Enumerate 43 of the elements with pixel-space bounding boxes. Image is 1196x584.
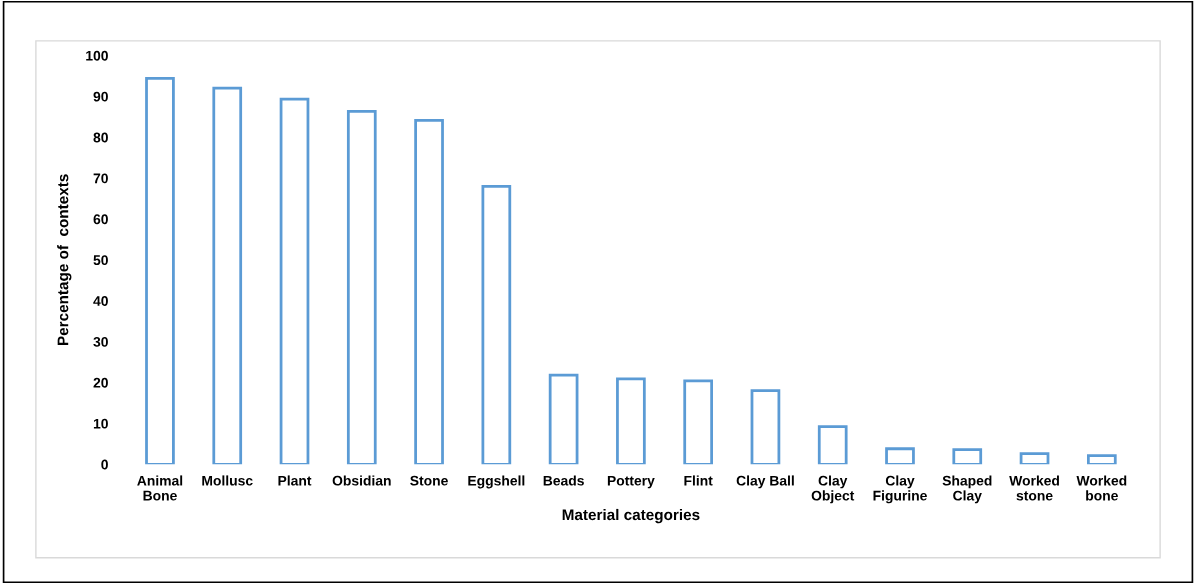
x-tick-label: Beads	[543, 475, 584, 486]
y-tick-label: 90	[93, 91, 108, 102]
y-tick-label: 0	[101, 459, 108, 470]
x-tick-label: Worked bone	[1076, 475, 1127, 501]
x-tick-label: Flint	[684, 475, 713, 486]
y-tick-label: 70	[93, 173, 108, 184]
x-tick-label: Pottery	[607, 475, 655, 489]
bar	[548, 373, 579, 465]
bar	[952, 448, 983, 465]
x-tick-label: Animal Bone	[137, 475, 183, 501]
bar	[885, 447, 915, 465]
bar	[750, 389, 781, 465]
y-tick-label: 60	[93, 214, 108, 225]
bar	[481, 184, 512, 465]
x-tick-label: Obsidian	[332, 475, 391, 486]
x-tick-label: Worked stone	[1009, 475, 1059, 501]
y-tick-label: 50	[93, 255, 108, 266]
y-tick-label: 10	[93, 418, 108, 429]
bar	[279, 97, 310, 465]
y-tick-label: 30	[93, 336, 108, 347]
y-axis-title: Percentage of contexts	[57, 174, 72, 346]
x-tick-label: Clay Object	[811, 475, 855, 504]
bar	[616, 377, 646, 465]
y-tick-label: 20	[93, 377, 108, 388]
bar	[683, 379, 714, 465]
bar	[1086, 454, 1117, 465]
bar	[346, 110, 377, 465]
x-axis-title: Material categories	[562, 508, 700, 524]
x-tick-label: Plant	[278, 475, 312, 486]
bar	[817, 425, 848, 465]
x-tick-label: Stone	[410, 475, 448, 486]
x-tick-label: Shaped Clay	[942, 475, 992, 504]
bar	[145, 76, 175, 465]
x-tick-label: Mollusc	[202, 475, 253, 486]
x-tick-label: Clay Ball	[736, 475, 794, 489]
y-tick-label: 40	[93, 296, 108, 306]
x-tick-label: Clay Figurine	[873, 475, 927, 504]
y-tick-label: 80	[93, 132, 108, 143]
bar	[212, 86, 243, 465]
bar	[1019, 452, 1050, 465]
bar	[414, 119, 444, 465]
x-tick-label: Eggshell	[468, 475, 525, 489]
y-tick-label: 100	[86, 50, 108, 61]
